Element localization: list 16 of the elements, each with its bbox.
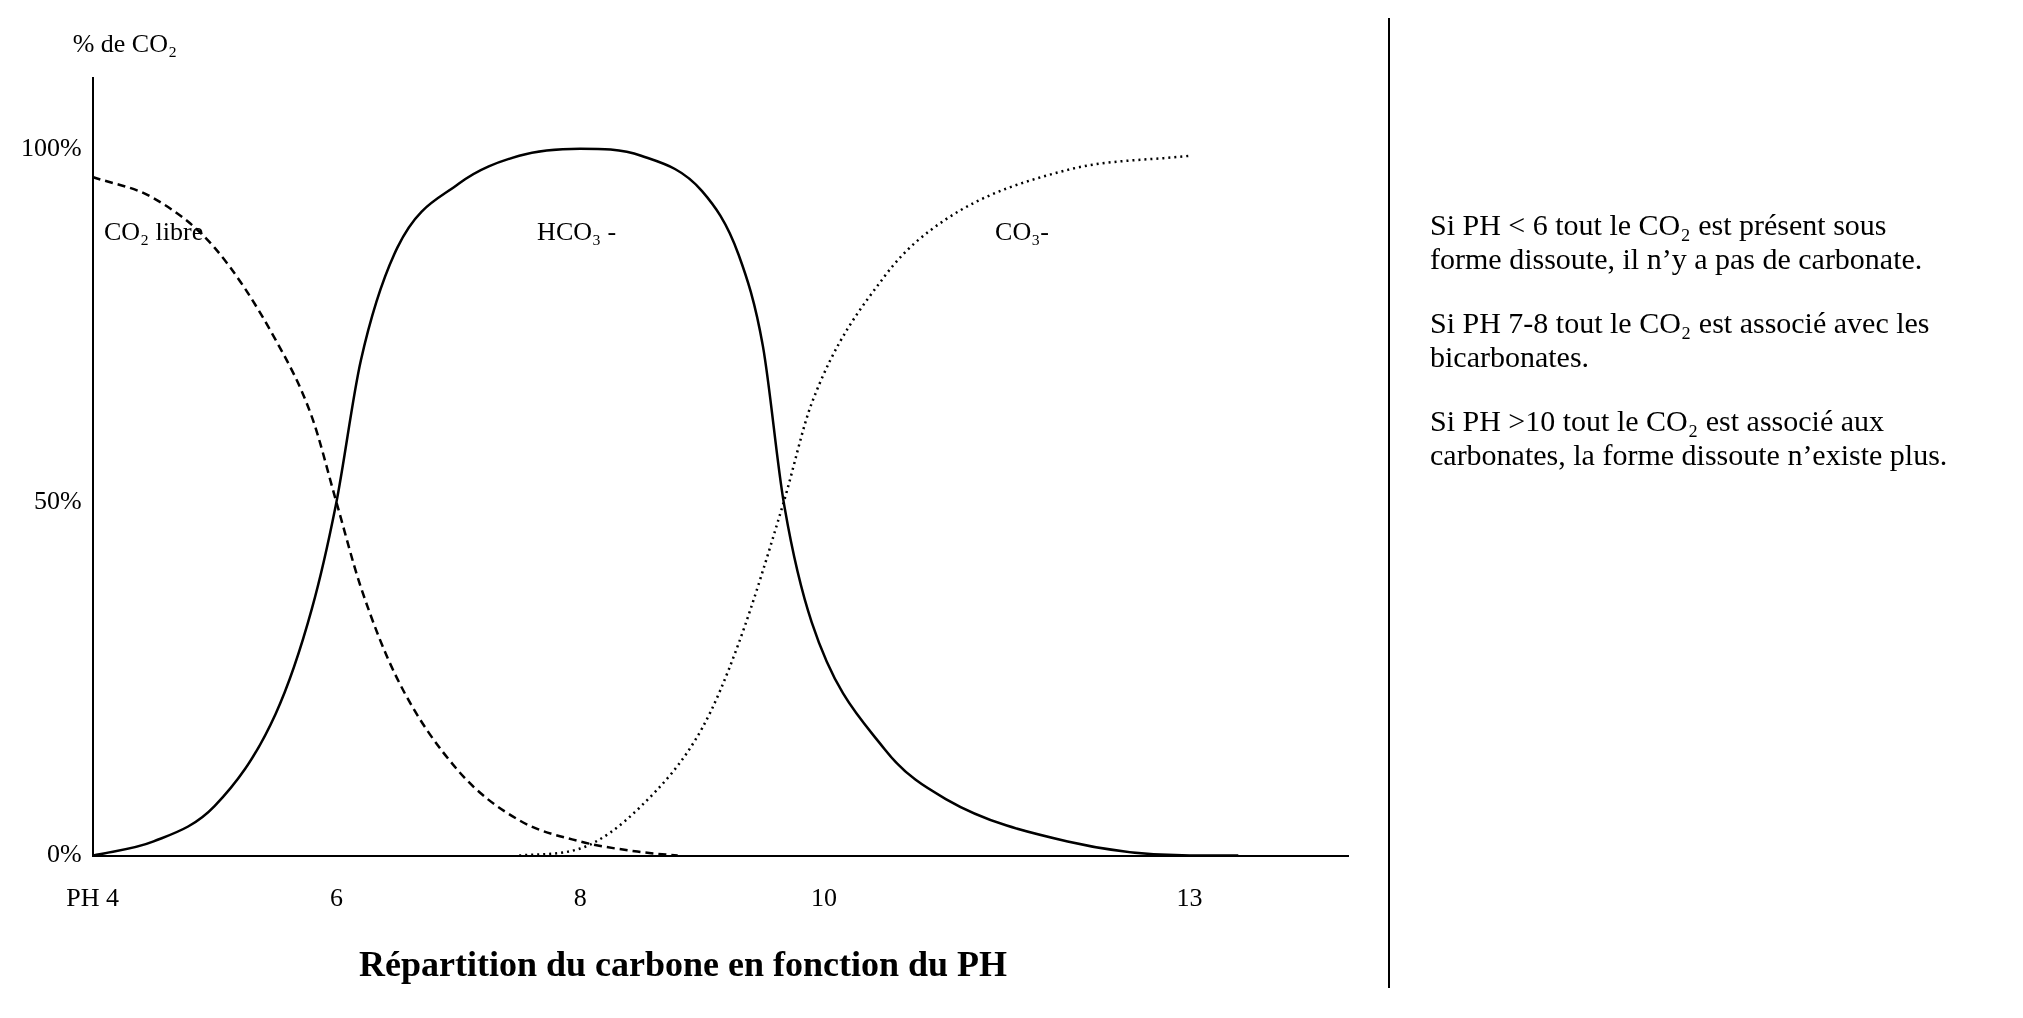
y-tick-label: 100% [20,132,82,162]
x-tick-label: 8 [573,883,587,913]
x-tick-label: 13 [1176,883,1203,913]
series-label: CO₃- [995,217,1049,247]
text: Répartition du carbone en fonction du PH [358,943,1008,984]
text: Si PH < 6 tout le CO₂ est présent sous forme dissoute, il n’y a pas de carbonate. [1430,208,1924,276]
y-tick-label: 0% [46,839,82,869]
series-label: CO₂ libre [103,217,204,247]
text: HCO₃ - [537,217,617,247]
x-tick-label: PH 4 [66,883,120,913]
y-tick-label: 50% [33,485,82,515]
text: Si PH 7-8 tout le CO₂ est associé avec les bicarbonates. [1430,306,1931,374]
x-tick-label: 6 [329,883,343,913]
y-axis-title: % de CO₂ [72,28,178,58]
x-tick-label: 10 [810,883,837,913]
text: Si PH >10 tout le CO₂ est associé aux carbonates, la forme dissoute n’existe plus. [1430,404,1949,472]
